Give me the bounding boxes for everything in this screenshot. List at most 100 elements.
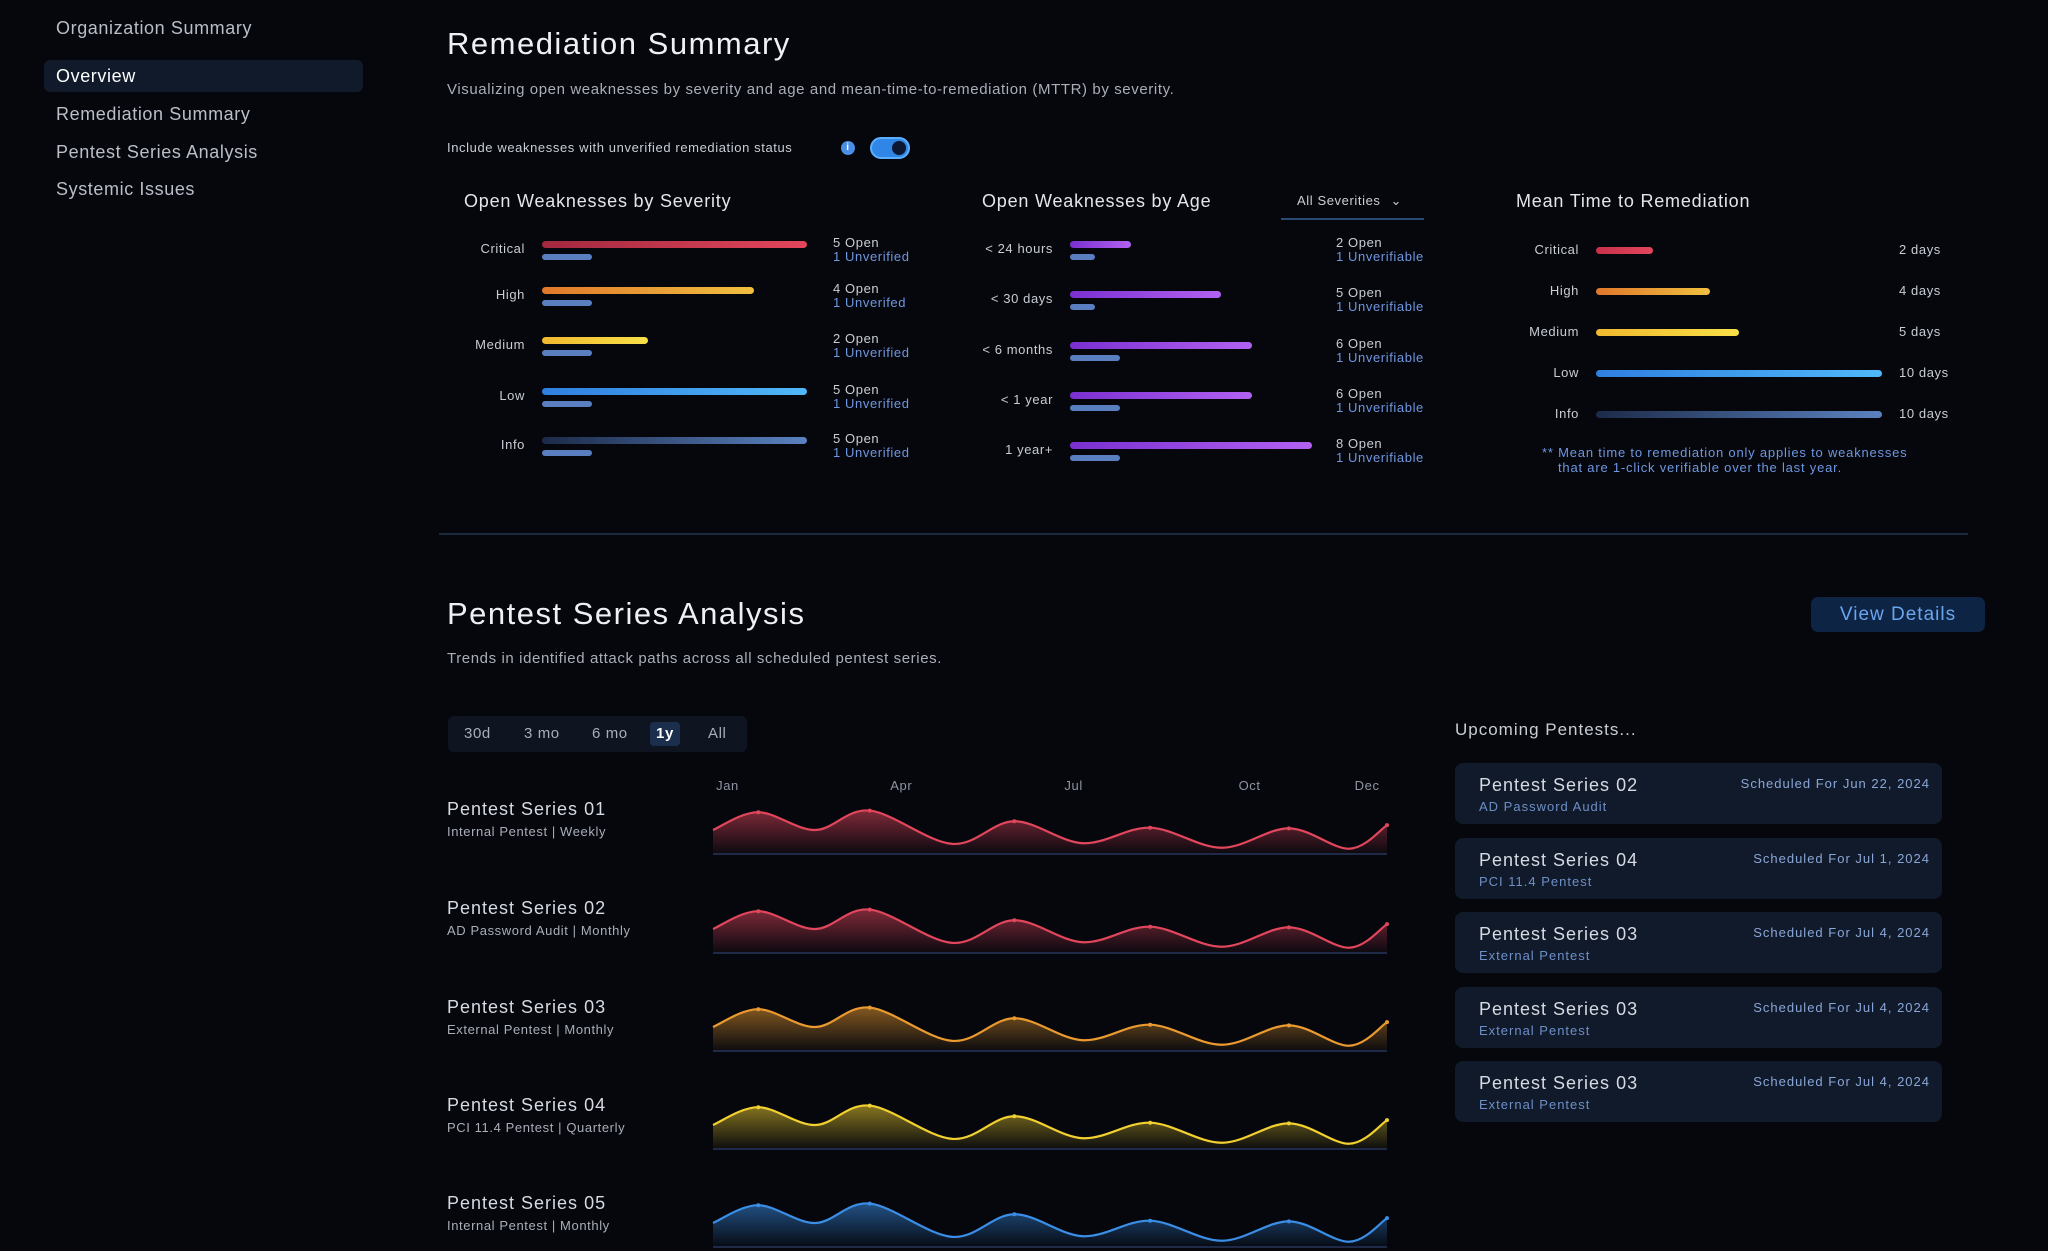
- mttr-label: Critical: [1534, 242, 1579, 257]
- upcoming-type: AD Password Audit: [1479, 799, 1608, 814]
- severity-unverified-bar: [542, 254, 592, 260]
- age-open-count: 6 Open: [1336, 336, 1383, 351]
- series-point[interactable]: [1148, 1218, 1153, 1223]
- age-chart-title: Open Weaknesses by Age: [982, 191, 1212, 211]
- series-point[interactable]: [1385, 1118, 1389, 1123]
- series-point[interactable]: [1286, 1219, 1291, 1224]
- series-point[interactable]: [1385, 922, 1389, 927]
- sidebar-item-systemic-issues[interactable]: Systemic Issues: [56, 179, 196, 199]
- mttr-bar: [1596, 370, 1882, 377]
- range-tab-30d[interactable]: 30d: [464, 725, 491, 742]
- upcoming-pentest-card[interactable]: Pentest Series 03 External Pentest Schedul…: [1455, 912, 1942, 973]
- severity-label: Info: [500, 437, 525, 452]
- series-point[interactable]: [1148, 825, 1153, 830]
- series-point[interactable]: [1012, 1016, 1017, 1021]
- range-tab-1y[interactable]: 1y: [650, 722, 680, 746]
- upcoming-date: Scheduled For Jun 22, 2024: [1740, 776, 1930, 791]
- series-title: Pentest Series 05: [447, 1193, 607, 1213]
- age-label: < 6 months: [982, 342, 1053, 357]
- series-point[interactable]: [1012, 918, 1017, 923]
- series-point[interactable]: [867, 1103, 872, 1108]
- series-point[interactable]: [867, 1201, 872, 1206]
- mttr-label: Info: [1554, 406, 1579, 421]
- pentest-section-title: Pentest Series Analysis: [447, 596, 806, 631]
- series-point[interactable]: [1385, 1020, 1389, 1025]
- series-point[interactable]: [756, 1007, 761, 1012]
- upcoming-name: Pentest Series 03: [1479, 1073, 1639, 1093]
- view-details-button[interactable]: View Details: [1811, 597, 1985, 632]
- age-label: < 24 hours: [985, 241, 1053, 256]
- severity-label: Medium: [475, 337, 525, 352]
- upcoming-pentest-card[interactable]: Pentest Series 04 PCI 11.4 Pentest Schedul…: [1455, 837, 1942, 899]
- upcoming-pentest-card[interactable]: Pentest Series 03 External Pentest Schedul…: [1455, 986, 1942, 1048]
- mttr-label: Low: [1553, 365, 1579, 380]
- mttr-days: 5 days: [1899, 324, 1941, 339]
- upcoming-type: External Pentest: [1479, 1097, 1591, 1112]
- mttr-days: 10 days: [1899, 365, 1949, 380]
- upcoming-pentest-card[interactable]: Pentest Series 03 External Pentest Schedul…: [1455, 1061, 1942, 1122]
- upcoming-type: External Pentest: [1479, 948, 1591, 963]
- series-area: [713, 1007, 1387, 1051]
- upcoming-date: Scheduled For Jul 4, 2024: [1753, 999, 1930, 1015]
- age-label: < 30 days: [990, 291, 1053, 306]
- age-unverifiable-bar: [1070, 355, 1120, 361]
- series-point[interactable]: [1286, 826, 1291, 831]
- severity-filter-dropdown[interactable]: All Severities ⌄: [1281, 190, 1424, 220]
- series-point[interactable]: [1012, 1212, 1017, 1217]
- series-point[interactable]: [1286, 925, 1291, 930]
- series-area: [713, 1105, 1387, 1149]
- unverified-toggle[interactable]: [870, 137, 910, 159]
- series-subtitle: External Pentest | Monthly: [447, 1022, 615, 1037]
- series-point[interactable]: [1385, 823, 1389, 828]
- series-title: Pentest Series 04: [447, 1095, 607, 1115]
- series-point[interactable]: [756, 1105, 761, 1110]
- series-point[interactable]: [867, 907, 872, 912]
- series-point[interactable]: [1385, 1216, 1389, 1221]
- series-point[interactable]: [1012, 1114, 1017, 1119]
- series-point[interactable]: [1148, 924, 1153, 929]
- age-open-bar: [1070, 392, 1252, 399]
- severity-unverified-bar: [542, 450, 592, 456]
- series-point[interactable]: [1286, 1023, 1291, 1028]
- series-subtitle: PCI 11.4 Pentest | Quarterly: [447, 1120, 626, 1135]
- age-open-count: 8 Open: [1336, 436, 1383, 451]
- series-point[interactable]: [756, 810, 761, 815]
- severity-open-bar: [542, 437, 807, 444]
- mttr-bar: [1596, 288, 1711, 295]
- series-subtitle: AD Password Audit | Monthly: [447, 923, 631, 938]
- remediation-subtitle: Visualizing open weaknesses by severity …: [447, 81, 1175, 98]
- month-tick-dec: Dec: [1354, 778, 1380, 793]
- range-tab-all[interactable]: All: [708, 725, 727, 742]
- series-point[interactable]: [756, 909, 761, 914]
- range-tab-3mo[interactable]: 3 mo: [524, 725, 560, 742]
- series-subtitle: Internal Pentest | Monthly: [447, 1218, 610, 1233]
- page-title: Remediation Summary: [447, 26, 791, 61]
- sidebar-item-remediation-summary[interactable]: Remediation Summary: [56, 104, 251, 124]
- upcoming-pentest-card[interactable]: Pentest Series 02 AD Password Audit Schedu…: [1455, 763, 1942, 824]
- series-point[interactable]: [756, 1203, 761, 1208]
- upcoming-type: PCI 11.4 Pentest: [1479, 873, 1593, 889]
- series-point[interactable]: [1012, 819, 1017, 824]
- age-label: < 1 year: [1000, 392, 1053, 407]
- series-point[interactable]: [867, 1005, 872, 1010]
- series-point[interactable]: [867, 808, 872, 813]
- age-open-bar: [1070, 241, 1131, 248]
- upcoming-type: External Pentest: [1479, 1022, 1591, 1038]
- sidebar-item-overview[interactable]: Overview: [56, 66, 136, 86]
- series-point[interactable]: [1148, 1120, 1153, 1125]
- severity-open-bar: [542, 388, 807, 395]
- pentest-subtitle: Trends in identified attack paths across…: [447, 650, 943, 667]
- series-point[interactable]: [1148, 1022, 1153, 1027]
- series-subtitle: Internal Pentest | Weekly: [447, 824, 607, 839]
- upcoming-date: Scheduled For Jul 4, 2024: [1753, 1074, 1930, 1089]
- severity-open-count: 2 Open: [833, 331, 880, 346]
- range-tab-6mo[interactable]: 6 mo: [592, 725, 628, 742]
- sidebar-item-pentest-series-analysis[interactable]: Pentest Series Analysis: [56, 142, 258, 162]
- upcoming-name: Pentest Series 04: [1479, 849, 1639, 870]
- age-unverifiable-count: 1 Unverifiable: [1336, 249, 1424, 264]
- severity-open-count: 5 Open: [833, 431, 880, 446]
- series-point[interactable]: [1286, 1121, 1291, 1126]
- info-icon[interactable]: i: [841, 141, 855, 155]
- time-range-tabs: 30d 3 mo 6 mo 1y All: [448, 716, 747, 752]
- severity-open-count: 5 Open: [833, 235, 880, 250]
